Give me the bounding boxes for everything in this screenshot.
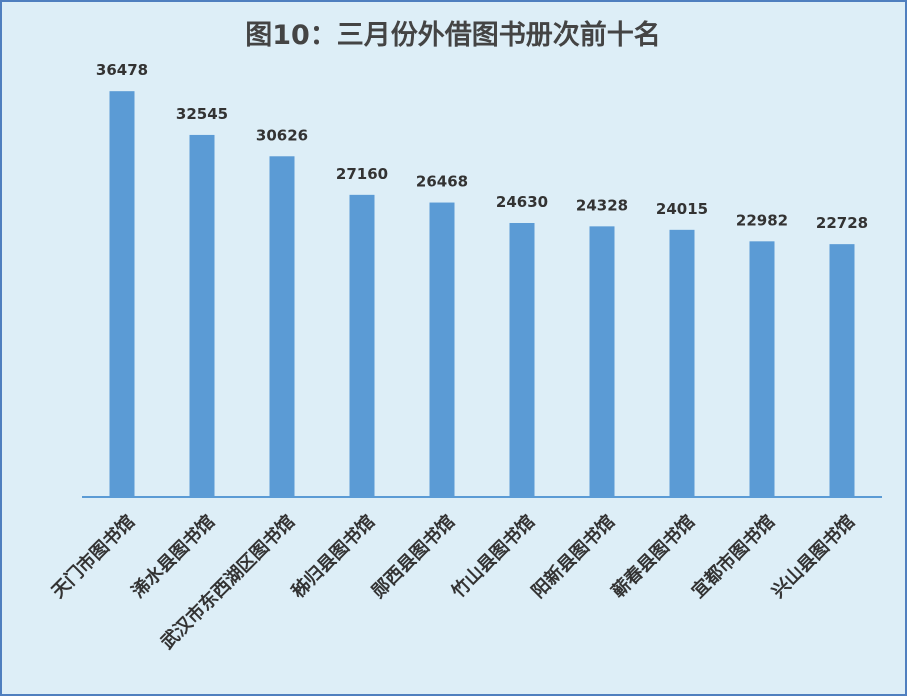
category-label-6: 竹山县图书馆 — [446, 511, 539, 604]
data-label-7: 24328 — [576, 196, 628, 214]
data-label-6: 24630 — [496, 193, 548, 211]
bar-8 — [669, 229, 695, 497]
category-label-2: 浠水县图书馆 — [127, 511, 219, 603]
category-label-1: 天门市图书馆 — [47, 511, 139, 603]
data-label-9: 22982 — [736, 211, 788, 229]
data-label-4: 27160 — [336, 165, 388, 183]
bar-4 — [349, 194, 375, 497]
category-label-5: 郧西县图书馆 — [367, 511, 459, 603]
data-label-2: 32545 — [176, 105, 228, 123]
bar-7 — [589, 226, 615, 497]
category-labels-group: 天门市图书馆浠水县图书馆武汉市东西湖区图书馆秭归县图书馆郧西县图书馆竹山县图书馆… — [47, 511, 859, 654]
data-label-1: 36478 — [96, 61, 148, 79]
bar-1 — [109, 91, 135, 497]
bar-3 — [269, 156, 295, 497]
value-labels-group: 36478 32545 30626 27160 26468 24630 24328 24015… — [96, 61, 868, 232]
category-label-9: 宜都市图书馆 — [687, 511, 779, 603]
data-label-5: 26468 — [416, 173, 468, 191]
bar-2 — [189, 134, 215, 497]
bar-6 — [509, 222, 535, 497]
category-label-7: 阳新县图书馆 — [527, 511, 619, 603]
category-label-10: 兴山县图书馆 — [767, 511, 859, 603]
chart-title: 图10：三月份外借图书册次前十名 — [245, 19, 661, 51]
data-label-10: 22728 — [816, 214, 868, 232]
category-label-3: 武汉市东西湖区图书馆 — [156, 511, 299, 654]
data-label-8: 24015 — [656, 200, 708, 218]
category-label-4: 秭归县图书馆 — [287, 511, 379, 603]
bars-group — [109, 91, 855, 497]
bar-5 — [429, 202, 455, 497]
bar-10 — [829, 244, 855, 497]
bar-9 — [749, 241, 775, 497]
data-label-3: 30626 — [256, 126, 308, 144]
category-label-8: 蕲春县图书馆 — [607, 511, 699, 603]
